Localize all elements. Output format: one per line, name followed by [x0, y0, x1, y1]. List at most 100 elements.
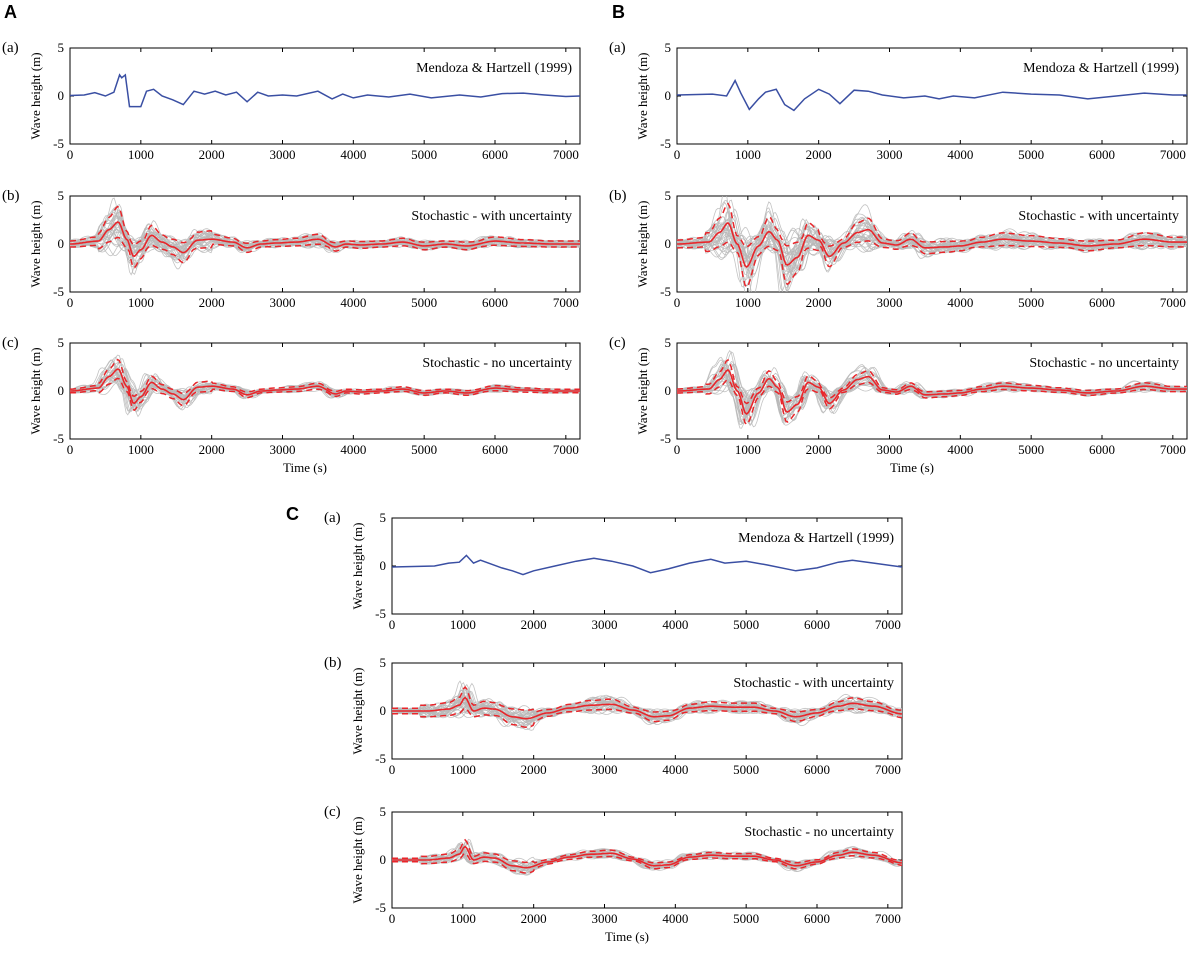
- panel-letter-c: C: [286, 504, 299, 524]
- x-tick-label: 4000: [947, 442, 973, 457]
- x-tick-label: 4000: [662, 617, 688, 632]
- x-tick-label: 6000: [482, 147, 508, 162]
- plot-area: [392, 680, 902, 731]
- x-tick-label: 4000: [340, 295, 366, 310]
- plot-area: [392, 554, 902, 576]
- y-tick-label: 0: [665, 383, 672, 398]
- y-tick-label: -5: [660, 284, 671, 299]
- x-tick-label: 7000: [553, 442, 579, 457]
- mean-series-line: [70, 221, 580, 258]
- plots-group: (a)0 1000 2000 3000 4000 5000 6000 700050-5Wave…: [2, 40, 1188, 944]
- x-axis-label: Time (s): [890, 460, 934, 475]
- x-tick-label: 4000: [947, 147, 973, 162]
- x-tick-label: 3000: [270, 442, 296, 457]
- x-tick-label: 0: [674, 442, 681, 457]
- plot-b-b: (b)0 1000 2000 3000 4000 5000 6000 700050-5Wave…: [609, 188, 1188, 310]
- x-tick-label: 5000: [411, 147, 437, 162]
- x-tick-label: 4000: [340, 147, 366, 162]
- y-tick-label: 5: [58, 40, 65, 55]
- x-tick-label: 0: [67, 442, 74, 457]
- mean-minus-sd-line: [677, 379, 1187, 426]
- x-axis-label: Time (s): [283, 460, 327, 475]
- panel-letter-b: B: [612, 2, 625, 22]
- x-tick-label: 6000: [482, 295, 508, 310]
- y-tick-label: 5: [380, 510, 387, 525]
- y-tick-label: 0: [380, 852, 387, 867]
- ensemble-realization-line: [70, 221, 580, 270]
- x-tick-label: 6000: [804, 911, 830, 926]
- x-tick-label: 6000: [482, 442, 508, 457]
- x-tick-label: 7000: [1160, 442, 1186, 457]
- x-tick-label: 6000: [1089, 295, 1115, 310]
- plot-b-a: (a)0 1000 2000 3000 4000 5000 6000 700050-5Wave…: [609, 40, 1188, 162]
- ensemble-realization-line: [677, 225, 1187, 269]
- x-tick-label: 5000: [1018, 295, 1044, 310]
- x-tick-label: 7000: [553, 147, 579, 162]
- ensemble-realization-line: [392, 701, 902, 721]
- x-tick-label: 7000: [553, 295, 579, 310]
- x-tick-label: 5000: [733, 762, 759, 777]
- ensemble-realization-line: [70, 211, 580, 268]
- y-axis-label: Wave height (m): [28, 52, 43, 139]
- panel-letter-a: A: [4, 2, 17, 22]
- x-tick-label: 4000: [340, 442, 366, 457]
- plot-area: [677, 349, 1187, 429]
- y-tick-label: 0: [58, 383, 65, 398]
- x-tick-label: 5000: [411, 295, 437, 310]
- x-tick-label: 3000: [877, 295, 903, 310]
- ensemble-realization-line: [392, 851, 902, 872]
- y-tick-label: 5: [665, 335, 672, 350]
- y-axis-label: Wave height (m): [350, 667, 365, 754]
- plot-c-c: (c)0 1000 2000 3000 4000 5000 6000 700050-5Wave…: [324, 804, 903, 944]
- x-tick-label: 3000: [592, 617, 618, 632]
- mean-minus-sd-line: [392, 707, 902, 728]
- x-tick-label: 2000: [199, 442, 225, 457]
- mean-minus-sd-line: [677, 240, 1187, 289]
- subplot-label: (a): [609, 40, 626, 56]
- y-tick-label: 5: [665, 188, 672, 203]
- y-tick-label: -5: [375, 606, 386, 621]
- x-tick-label: 3000: [877, 442, 903, 457]
- x-tick-label: 2000: [199, 147, 225, 162]
- mean-plus-sd-line: [677, 358, 1187, 405]
- subplot-label: (b): [324, 655, 342, 671]
- x-tick-label: 0: [67, 295, 74, 310]
- y-tick-label: -5: [53, 136, 64, 151]
- legend-label: Stochastic - no uncertainty: [422, 356, 572, 371]
- x-tick-label: 0: [389, 762, 396, 777]
- mean-plus-sd-line: [392, 838, 902, 864]
- x-tick-label: 1000: [128, 295, 154, 310]
- mean-series-line: [677, 221, 1187, 269]
- x-tick-label: 0: [67, 147, 74, 162]
- plot-a-c: (c)0 1000 2000 3000 4000 5000 6000 700050-5Wave…: [2, 335, 581, 475]
- x-tick-label: 1000: [735, 442, 761, 457]
- subplot-label: (a): [324, 510, 341, 526]
- legend-label: Mendoza & Hartzell (1999): [416, 61, 572, 76]
- x-tick-label: 3000: [592, 911, 618, 926]
- x-tick-label: 0: [389, 617, 396, 632]
- mean-minus-sd-line: [392, 852, 902, 874]
- legend-label: Mendoza & Hartzell (1999): [738, 531, 894, 546]
- plot-area: [677, 196, 1187, 292]
- x-tick-label: 6000: [804, 762, 830, 777]
- y-tick-label: 0: [665, 88, 672, 103]
- x-tick-label: 7000: [875, 762, 901, 777]
- x-tick-label: 6000: [1089, 442, 1115, 457]
- x-tick-label: 1000: [735, 147, 761, 162]
- subplot-label: (a): [2, 40, 19, 56]
- legend-label: Stochastic - no uncertainty: [744, 825, 894, 840]
- y-tick-label: -5: [660, 136, 671, 151]
- plot-c-b: (b)0 1000 2000 3000 4000 5000 6000 700050-5Wave…: [324, 655, 903, 777]
- y-tick-label: 0: [665, 236, 672, 251]
- mean-plus-sd-line: [70, 358, 580, 397]
- x-tick-label: 6000: [1089, 147, 1115, 162]
- x-tick-label: 1000: [128, 147, 154, 162]
- legend-label: Stochastic - with uncertainty: [733, 676, 894, 691]
- ensemble-realization-line: [677, 231, 1187, 267]
- x-tick-label: 3000: [877, 147, 903, 162]
- y-tick-label: 5: [665, 40, 672, 55]
- x-tick-label: 2000: [806, 147, 832, 162]
- subplot-label: (c): [324, 804, 341, 820]
- mean-series-line: [392, 696, 902, 720]
